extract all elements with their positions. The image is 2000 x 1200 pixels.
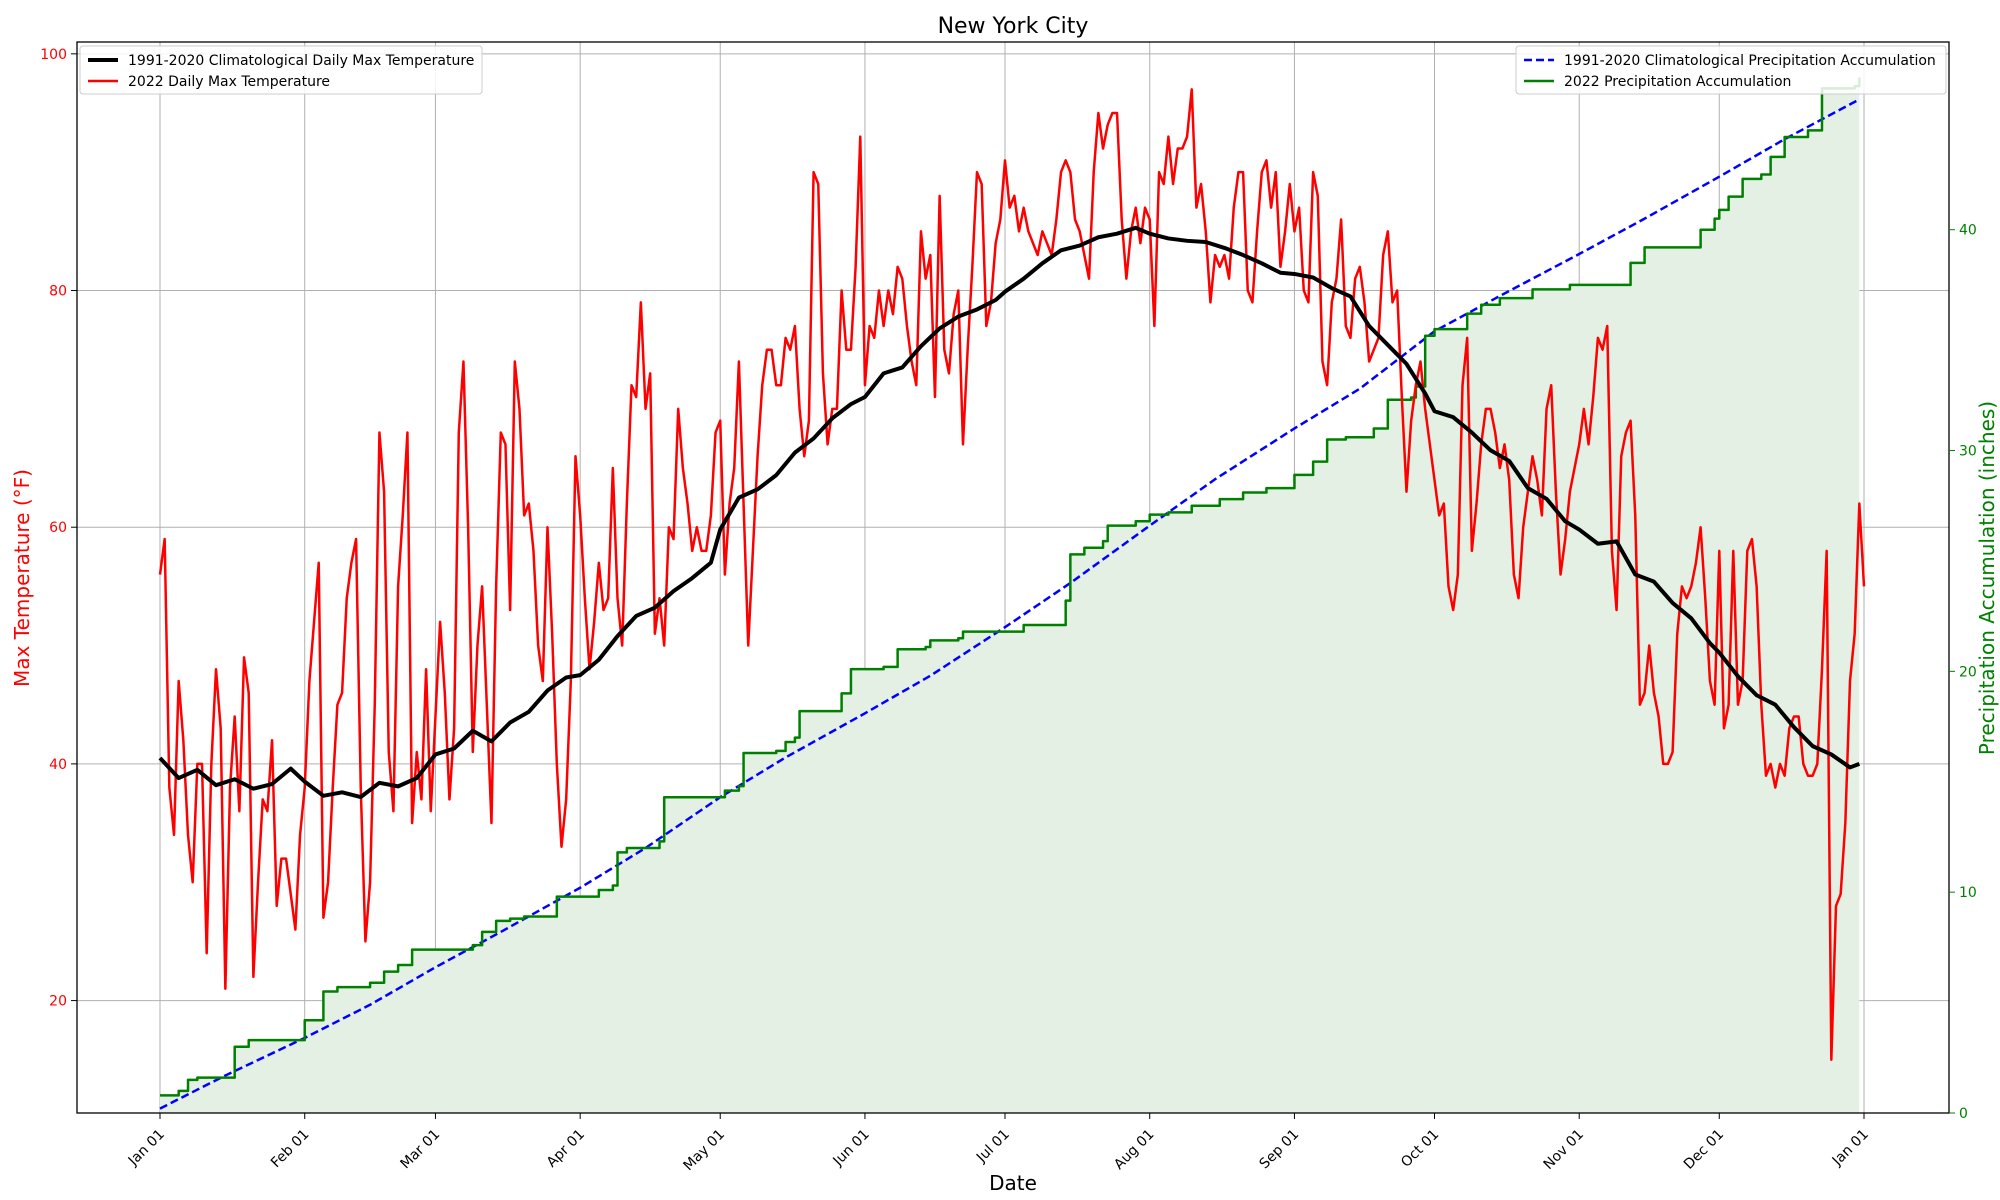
legend-left-frame [79,45,483,95]
clim-precip-line [159,98,1860,1110]
y-left-tick-label: 80 [49,284,67,300]
legend-label-2022-temp: 2022 Daily Max Temperature [128,74,330,90]
y-left-tick-label: 100 [40,47,67,63]
clim-temp-line [158,225,1861,800]
legend-label-2022-precip: 2022 Precipitation Accumulation [1564,74,1791,90]
y-right-tick-label: 0 [1959,1106,1968,1122]
y-right-tick-label: 20 [1959,664,1977,680]
y-left-tick-label: 40 [49,757,67,773]
legend-left: 1991-2020 Climatological Daily Max Tempe… [79,45,483,95]
y-axis-left-title: Max Temperature (°F) [10,469,34,687]
y-right-tick-label: 10 [1959,885,1977,901]
series-lines [158,77,1866,1110]
y-left-tick-label: 20 [49,994,67,1010]
plot-frame [76,41,1950,1114]
chart-title: New York City [938,14,1089,39]
y-left-tick-label: 60 [49,520,67,536]
legend-right: 1991-2020 Climatological Precipitation A… [1515,45,1947,95]
x-axis-title: Date [989,1171,1037,1195]
y-right-tick-label: 30 [1959,444,1977,460]
legend-label-clim-temp: 1991-2020 Climatological Daily Max Tempe… [128,53,474,69]
y-axis-right-title: Precipitation Accumulation (inches) [1975,401,1999,755]
precip-2022-line [160,77,1861,1097]
legend-right-frame [1515,45,1947,95]
y-right-tick-label: 40 [1959,223,1977,239]
legend-label-clim-precip: 1991-2020 Climatological Precipitation A… [1564,53,1936,69]
temp-2022-line [158,88,1866,1061]
